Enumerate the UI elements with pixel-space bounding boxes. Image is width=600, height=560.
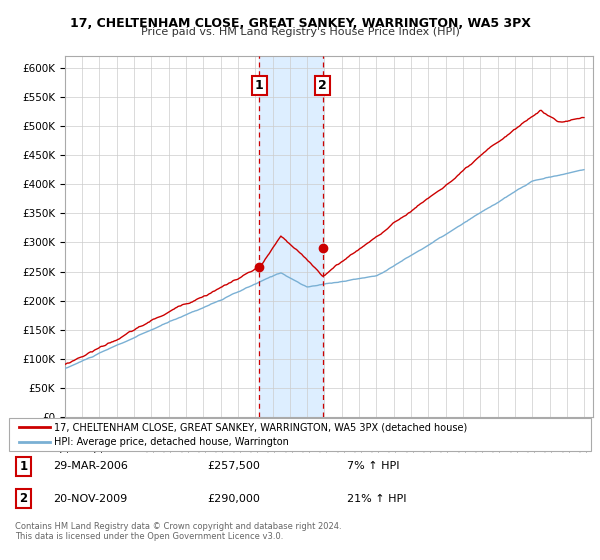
Text: 2: 2 [19,492,28,505]
Text: 20-NOV-2009: 20-NOV-2009 [53,494,127,503]
Text: 29-MAR-2006: 29-MAR-2006 [53,461,128,472]
Text: Price paid vs. HM Land Registry's House Price Index (HPI): Price paid vs. HM Land Registry's House … [140,27,460,37]
Text: 7% ↑ HPI: 7% ↑ HPI [347,461,399,472]
Text: 1: 1 [19,460,28,473]
Text: 17, CHELTENHAM CLOSE, GREAT SANKEY, WARRINGTON, WA5 3PX: 17, CHELTENHAM CLOSE, GREAT SANKEY, WARR… [70,17,530,30]
Text: £257,500: £257,500 [207,461,260,472]
Text: This data is licensed under the Open Government Licence v3.0.: This data is licensed under the Open Gov… [15,532,283,541]
Text: HPI: Average price, detached house, Warrington: HPI: Average price, detached house, Warr… [55,437,289,447]
Text: £290,000: £290,000 [207,494,260,503]
Text: 1: 1 [255,78,264,92]
Text: 2: 2 [319,78,327,92]
Text: Contains HM Land Registry data © Crown copyright and database right 2024.: Contains HM Land Registry data © Crown c… [15,522,341,531]
Text: 17, CHELTENHAM CLOSE, GREAT SANKEY, WARRINGTON, WA5 3PX (detached house): 17, CHELTENHAM CLOSE, GREAT SANKEY, WARR… [55,422,467,432]
Text: 21% ↑ HPI: 21% ↑ HPI [347,494,406,503]
Bar [259,56,323,417]
FancyBboxPatch shape [9,418,591,451]
